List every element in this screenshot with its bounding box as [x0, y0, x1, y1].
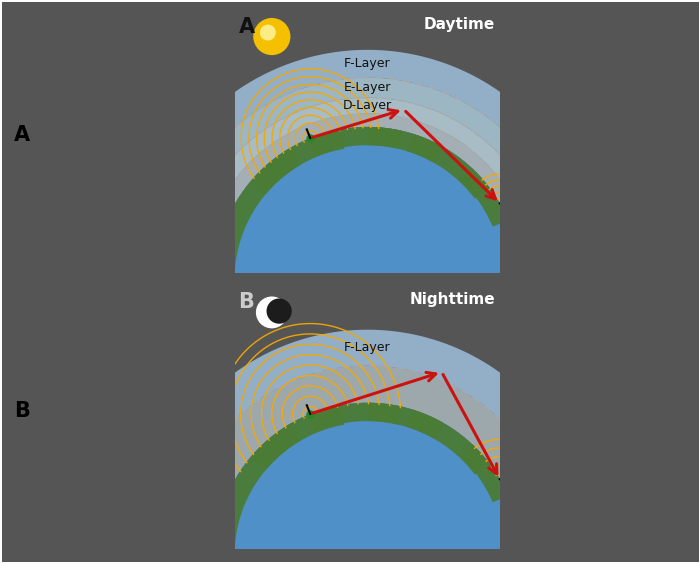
Polygon shape — [215, 403, 520, 556]
Polygon shape — [368, 403, 444, 439]
Text: Daytime: Daytime — [424, 17, 495, 32]
Polygon shape — [460, 168, 508, 226]
Circle shape — [260, 25, 276, 41]
Text: F-Layer: F-Layer — [344, 341, 391, 354]
Text: Nighttime: Nighttime — [410, 293, 495, 307]
Polygon shape — [138, 50, 597, 280]
Polygon shape — [407, 409, 489, 475]
Circle shape — [256, 297, 288, 328]
Polygon shape — [368, 127, 444, 163]
Polygon shape — [165, 78, 570, 280]
Polygon shape — [308, 403, 402, 432]
Text: F-Layer: F-Layer — [344, 57, 391, 70]
Text: B: B — [14, 401, 30, 421]
Polygon shape — [407, 133, 489, 199]
Polygon shape — [251, 129, 344, 194]
Polygon shape — [186, 97, 550, 280]
Polygon shape — [215, 423, 301, 563]
Text: D-Layer: D-Layer — [343, 99, 392, 112]
Polygon shape — [215, 127, 520, 280]
Text: A: A — [14, 125, 30, 145]
Polygon shape — [141, 330, 594, 556]
Polygon shape — [215, 148, 301, 306]
Polygon shape — [178, 365, 557, 556]
Polygon shape — [460, 444, 508, 502]
Text: B: B — [239, 293, 255, 312]
Polygon shape — [308, 127, 402, 156]
Text: E-Layer: E-Layer — [344, 81, 391, 94]
Polygon shape — [251, 405, 344, 470]
Polygon shape — [202, 114, 533, 280]
Circle shape — [267, 298, 292, 324]
Circle shape — [253, 18, 290, 55]
Text: A: A — [239, 17, 255, 37]
